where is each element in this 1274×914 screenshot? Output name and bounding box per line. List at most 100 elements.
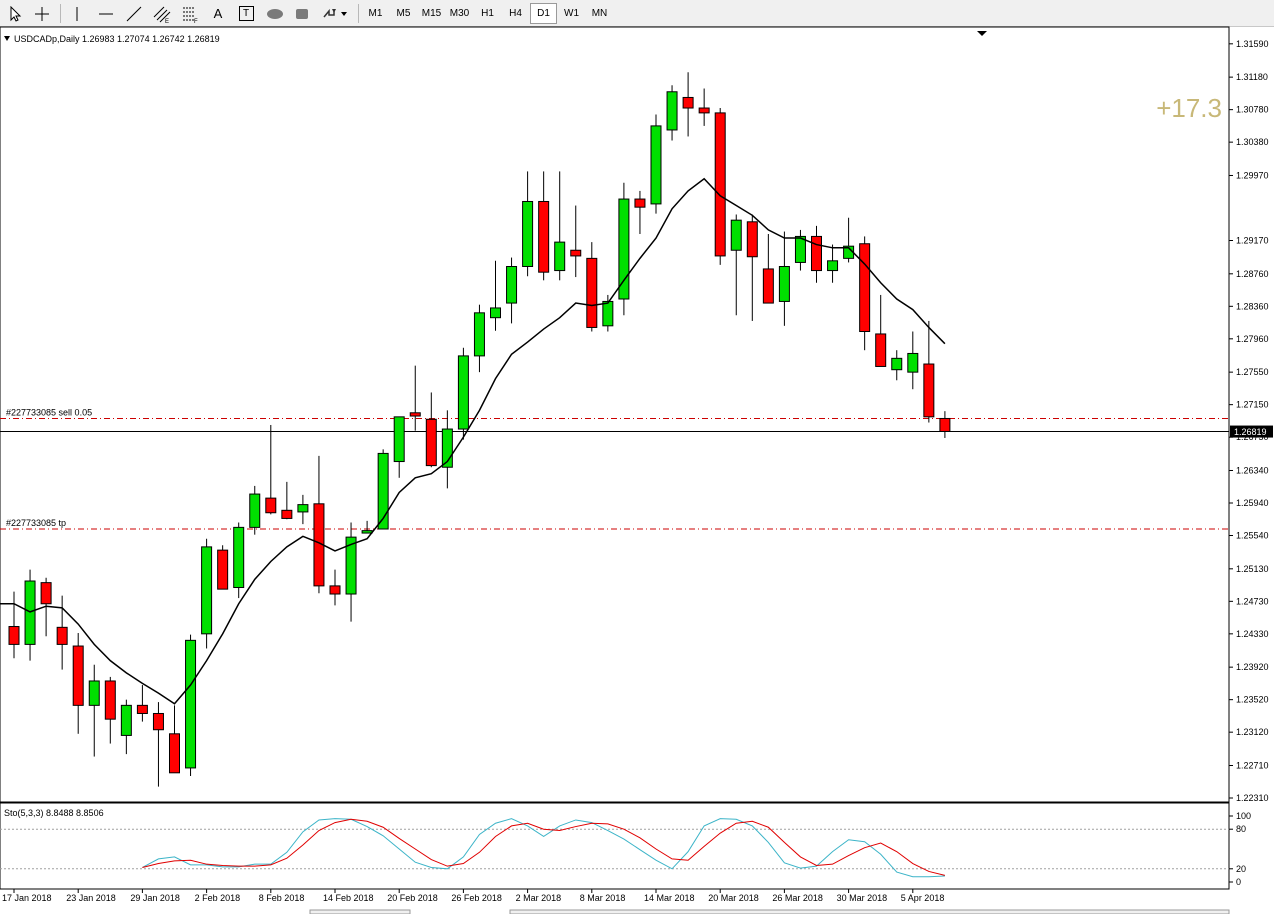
price-scale-label: 1.22310 — [1236, 793, 1269, 803]
candle — [650, 114, 662, 214]
candle — [634, 190, 646, 234]
candle-body-bear — [538, 200, 550, 273]
candle — [265, 424, 277, 515]
price-scale-label: 1.25940 — [1236, 498, 1269, 508]
candle — [907, 331, 919, 390]
date-axis-label: 26 Mar 2018 — [772, 893, 823, 903]
candle-body-bear — [72, 645, 84, 706]
svg-text:F: F — [194, 19, 198, 23]
timeframe-h4-button[interactable]: H4 — [509, 8, 522, 19]
price-scale-label: 1.23120 — [1236, 727, 1269, 737]
candle-body-bear — [811, 235, 822, 272]
stochastic-scale-label: 80 — [1236, 824, 1246, 834]
order-sell-label: #227733085 sell 0.05 — [6, 407, 92, 417]
candle — [8, 591, 20, 659]
candle-body-bull — [473, 312, 485, 357]
price-scale-label: 1.24730 — [1236, 596, 1269, 606]
horizontal-scrollbar-left[interactable] — [309, 909, 411, 914]
candle-body-bull — [377, 452, 389, 530]
candle-body-bull — [794, 235, 806, 263]
equidistant-channel-icon: E — [153, 6, 171, 23]
moving-average-line — [0, 177, 946, 705]
candle-body-bear — [169, 733, 180, 774]
candle-body-bull — [602, 300, 614, 327]
equidistant-channel-tool-button[interactable]: E — [150, 3, 174, 24]
candle — [506, 257, 518, 324]
arrows-tool-button[interactable] — [318, 3, 352, 24]
text-label-tool-button[interactable]: T — [234, 3, 258, 24]
cursor-tool-button[interactable] — [4, 3, 26, 24]
ellipse-tool-button[interactable] — [262, 3, 288, 24]
crosshair-icon — [35, 6, 49, 21]
horizontal-scrollbar-right[interactable] — [509, 909, 1230, 914]
timeframe-m15-button[interactable]: M15 — [421, 8, 442, 19]
main-chart-area[interactable] — [0, 26, 1230, 803]
vertical-line-tool-button[interactable] — [66, 3, 88, 24]
price-scale-label: 1.30380 — [1236, 137, 1269, 147]
timeframe-h1-button[interactable]: H1 — [481, 8, 494, 19]
candle — [554, 171, 566, 281]
stochastic-panel[interactable] — [0, 802, 1230, 890]
timeframe-m30-button[interactable]: M30 — [449, 8, 470, 19]
arrows-icon — [323, 8, 336, 17]
trendline-tool-button[interactable] — [122, 3, 146, 24]
candle — [425, 392, 437, 468]
candle-body-bear — [586, 257, 598, 328]
candle — [217, 545, 229, 590]
rectangle-icon — [296, 8, 308, 19]
price-scale-label: 1.26340 — [1236, 465, 1269, 475]
candle-body-bear — [570, 249, 582, 257]
stochastic-scale-label: 0 — [1236, 877, 1241, 887]
candle — [441, 410, 453, 489]
candle-body-bull — [297, 504, 309, 513]
candle-body-bear — [923, 363, 935, 418]
symbol-menu-chevron-icon[interactable] — [4, 36, 10, 41]
text-label-icon: T — [238, 6, 254, 21]
candle-body-bear — [746, 221, 758, 258]
candle — [72, 633, 84, 734]
fibonacci-tool-button[interactable]: F — [178, 3, 202, 24]
current-price-tag — [1230, 425, 1273, 438]
candle — [891, 350, 903, 381]
horizontal-line-tool-button[interactable] — [94, 3, 118, 24]
price-scale-label: 1.25130 — [1236, 564, 1269, 574]
candle-body-bull — [393, 416, 405, 463]
text-tool-button[interactable]: A — [206, 3, 230, 24]
candle-body-bear — [762, 268, 774, 304]
price-scale-label: 1.29170 — [1236, 235, 1269, 245]
date-axis-label: 14 Mar 2018 — [644, 893, 695, 903]
candle-body-bull — [666, 91, 678, 131]
toolbar-separator — [358, 4, 359, 23]
candle — [490, 260, 501, 331]
timeframe-d1-button[interactable]: D1 — [530, 3, 557, 24]
rectangle-tool-button[interactable] — [290, 3, 314, 24]
candle — [875, 294, 887, 367]
candle-body-bull — [24, 580, 36, 645]
candle — [811, 225, 822, 283]
date-axis-label: 8 Feb 2018 — [259, 893, 305, 903]
candle — [329, 569, 341, 606]
price-scale-label: 1.27550 — [1236, 367, 1269, 377]
timeframe-m1-button[interactable]: M1 — [368, 8, 383, 19]
price-scale-label: 1.23520 — [1236, 695, 1269, 705]
candle — [297, 494, 309, 525]
timeframe-w1-button[interactable]: W1 — [564, 8, 579, 19]
timeframe-m5-button[interactable]: M5 — [396, 8, 411, 19]
horizontal-line-icon — [99, 13, 113, 14]
timeframe-mn-button[interactable]: MN — [591, 8, 608, 19]
candle-body-bull — [120, 704, 132, 736]
candle-body-bear — [409, 412, 421, 417]
candle-body-bull — [490, 307, 501, 319]
date-axis-label: 26 Feb 2018 — [451, 893, 502, 903]
chart-shift-marker-icon[interactable] — [977, 31, 987, 36]
text-icon: A — [213, 6, 223, 21]
crosshair-tool-button[interactable] — [30, 3, 54, 24]
candle-body-bear — [682, 96, 694, 109]
candle-body-bear — [714, 112, 726, 257]
price-scale-label: 1.28760 — [1236, 269, 1269, 279]
current-price-label: 1.26819 — [1234, 427, 1267, 437]
price-scale-label: 1.25540 — [1236, 530, 1269, 540]
stochastic-scale-label: 20 — [1236, 864, 1246, 874]
price-scale-label: 1.23920 — [1236, 662, 1269, 672]
